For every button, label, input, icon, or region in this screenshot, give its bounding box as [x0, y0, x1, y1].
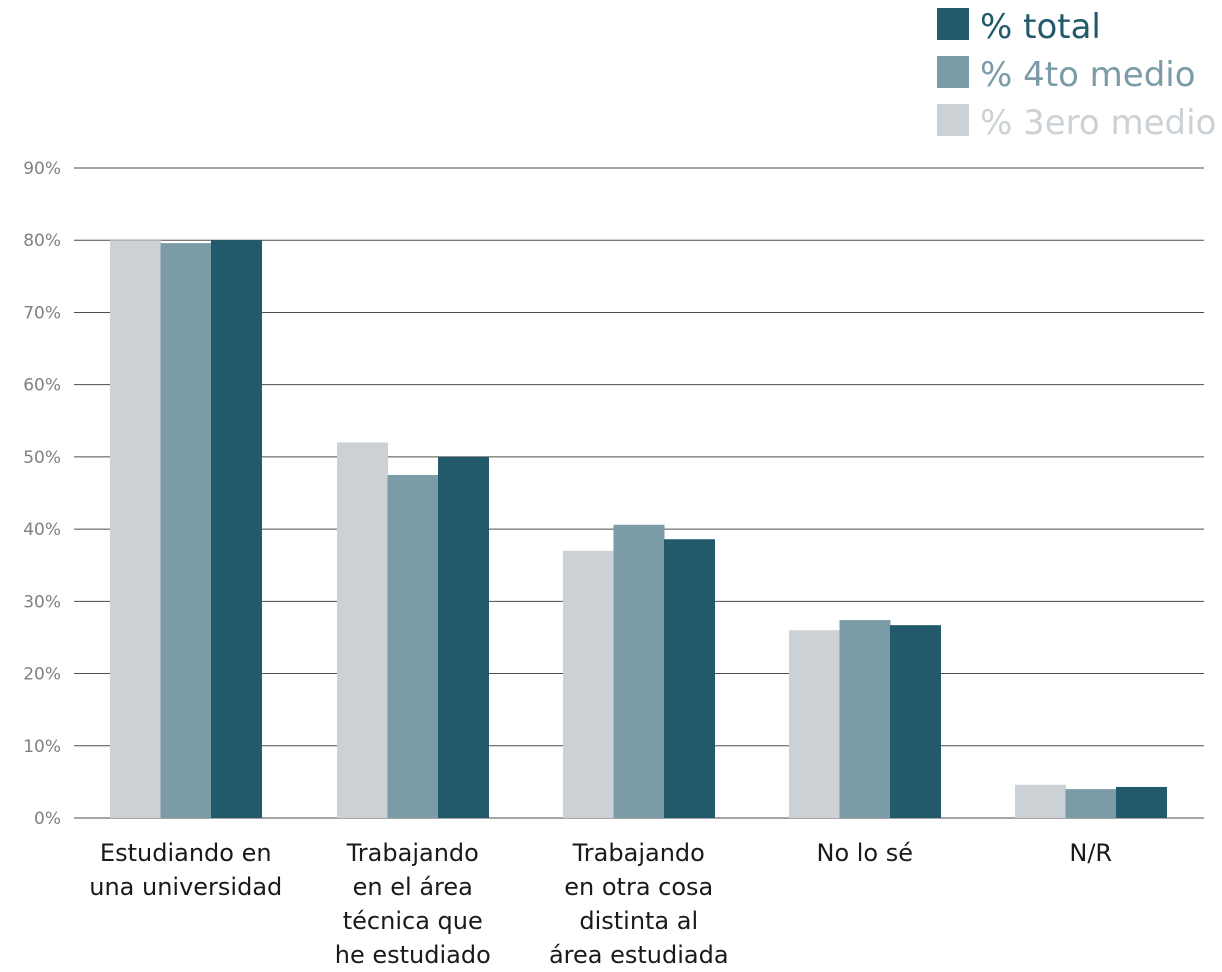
x-category-label: he estudiado — [335, 941, 491, 969]
bar--total — [664, 539, 715, 818]
bar--4to-medio — [613, 524, 665, 818]
x-category-label: Estudiando en — [100, 839, 272, 867]
y-tick-label: 40% — [23, 520, 61, 540]
bar--total — [438, 456, 489, 818]
y-axis: 0% 10% 20% 30% 40% 50% 60% 70% 80% 90% — [23, 159, 61, 829]
bar--4to-medio — [839, 620, 891, 818]
legend-swatch — [937, 56, 969, 88]
bar--4to-medio — [1065, 789, 1117, 818]
x-category-label: área estudiada — [549, 941, 729, 969]
x-axis-categories: Estudiando en una universidad Trabajando en… — [89, 839, 1112, 969]
legend: % total % 4to medio % 3ero medio — [937, 7, 1216, 143]
x-category-label: N/R — [1069, 839, 1112, 867]
bar--3ero-medio — [110, 240, 161, 818]
x-category-label: en otra cosa — [564, 873, 713, 901]
legend-label: % total — [980, 7, 1101, 47]
bar--3ero-medio — [789, 630, 840, 818]
bar--total — [211, 240, 262, 818]
y-tick-label: 20% — [23, 665, 61, 685]
bar--4to-medio — [387, 474, 439, 818]
legend-swatch — [937, 104, 969, 136]
y-tick-label: 90% — [23, 159, 61, 179]
x-category-label: Trabajando — [346, 839, 479, 867]
bar--3ero-medio — [563, 550, 614, 818]
y-tick-label: 50% — [23, 448, 61, 468]
x-category-label: en el área — [353, 873, 473, 901]
x-category-label: distinta al — [579, 907, 698, 935]
legend-label: % 4to medio — [980, 55, 1196, 95]
bar--4to-medio — [160, 243, 212, 819]
y-tick-label: 30% — [23, 592, 61, 612]
bar--3ero-medio — [1015, 784, 1066, 818]
x-category-label: técnica que — [343, 907, 483, 935]
y-tick-label: 80% — [23, 231, 61, 251]
y-tick-label: 60% — [23, 376, 61, 396]
x-category-label: No lo sé — [816, 839, 913, 867]
legend-swatch — [937, 8, 969, 40]
y-tick-label: 70% — [23, 303, 61, 323]
bar--total — [890, 625, 941, 818]
bar--3ero-medio — [337, 442, 388, 818]
bars — [110, 240, 1167, 819]
x-category-label: una universidad — [89, 873, 282, 901]
y-tick-label: 0% — [34, 809, 61, 829]
y-tick-label: 10% — [23, 737, 61, 757]
x-category-label: Trabajando — [572, 839, 705, 867]
legend-label: % 3ero medio — [980, 103, 1216, 143]
bar--total — [1116, 786, 1167, 818]
